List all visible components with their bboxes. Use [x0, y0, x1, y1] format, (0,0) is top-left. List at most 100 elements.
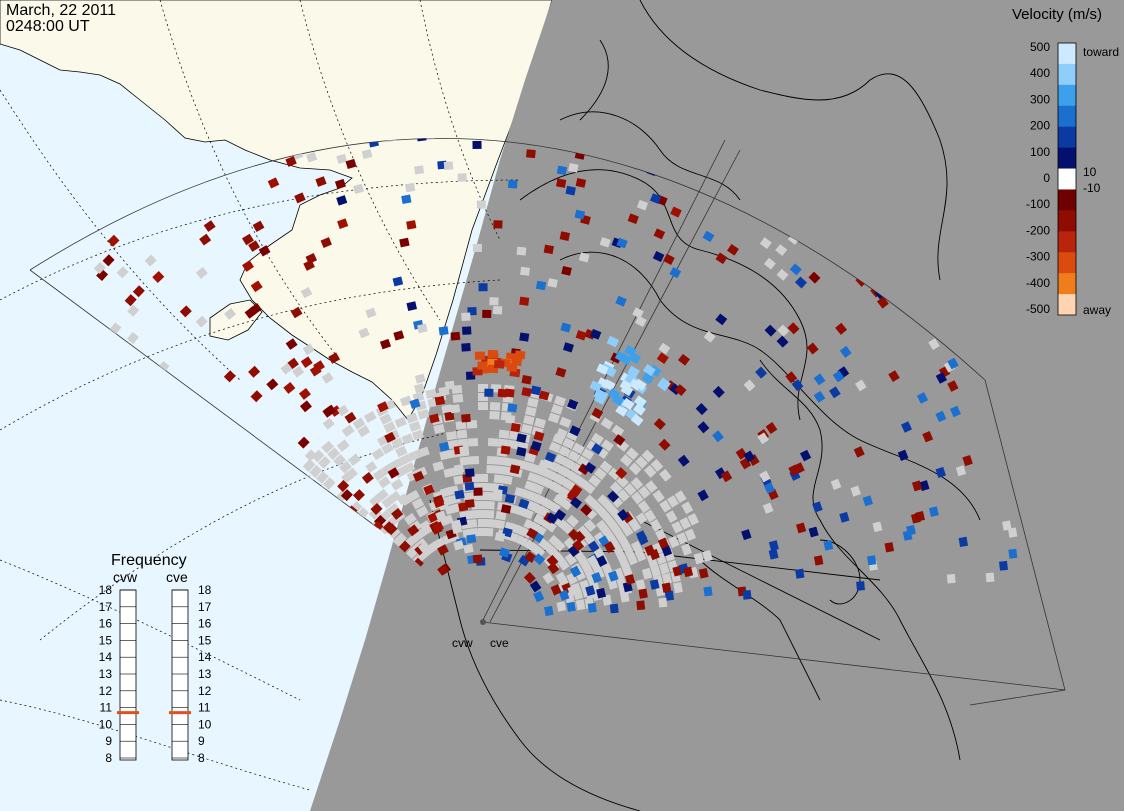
velocity-cell — [523, 415, 535, 426]
velocity-cell — [591, 407, 604, 419]
velocity-cell — [499, 547, 511, 558]
velocity-cell — [609, 603, 619, 614]
velocity-cell — [466, 534, 477, 544]
velocity-cell — [621, 524, 634, 537]
frequency-tick-label: 16 — [99, 617, 113, 631]
velocity-cell — [610, 508, 623, 522]
velocity-cell — [478, 384, 488, 392]
velocity-cell — [280, 362, 293, 375]
colorbar-tick-label: 100 — [1030, 145, 1050, 159]
velocity-cell — [576, 455, 590, 468]
velocity-cell — [336, 195, 348, 206]
velocity-cell — [916, 392, 929, 404]
velocity-cell — [596, 587, 607, 599]
velocity-cell — [298, 387, 311, 400]
velocity-cell — [514, 487, 527, 498]
velocity-cell — [195, 266, 208, 279]
velocity-cell — [888, 370, 900, 383]
velocity-cell — [587, 540, 600, 553]
velocity-cell — [443, 161, 454, 171]
velocity-cell — [391, 508, 404, 520]
velocity-cell — [962, 455, 973, 467]
velocity-cell — [629, 378, 642, 391]
velocity-cell — [472, 243, 482, 253]
velocity-cell — [556, 428, 568, 439]
radar-sites: cvw cve — [452, 619, 509, 650]
velocity-cell — [544, 605, 554, 617]
velocity-cell — [478, 402, 488, 410]
frequency-radar-label: cve — [166, 569, 188, 585]
velocity-cell — [492, 306, 503, 315]
velocity-cell — [486, 464, 497, 474]
velocity-cell — [795, 522, 807, 534]
velocity-cell — [507, 403, 518, 413]
velocity-cell — [457, 438, 469, 448]
velocity-cell — [477, 361, 488, 370]
velocity-cell — [500, 445, 511, 455]
velocity-cell — [524, 452, 537, 463]
velocity-cell — [555, 367, 567, 378]
velocity-cell — [829, 386, 841, 399]
velocity-cell — [127, 304, 140, 317]
colorbar-tick-label: -100 — [1026, 197, 1050, 211]
velocity-cell — [762, 502, 774, 514]
velocity-cell — [439, 450, 451, 461]
velocity-cell — [309, 364, 322, 377]
velocity-cell — [785, 371, 798, 384]
velocity-cell — [564, 552, 577, 566]
velocity-cell — [433, 423, 445, 434]
velocity-cell — [316, 471, 329, 484]
velocity-cell — [853, 446, 865, 458]
velocity-colorbar: Velocity (m/s) toward away 10 -10 500 400… — [1012, 6, 1119, 317]
velocity-cell — [285, 338, 298, 350]
velocity-cell — [661, 582, 672, 593]
velocity-cell — [381, 442, 394, 455]
velocity-cell — [526, 527, 539, 540]
velocity-cell — [459, 456, 471, 466]
velocity-cell — [535, 280, 547, 291]
velocity-cell — [613, 434, 626, 446]
velocity-cell — [472, 554, 483, 564]
colorbar-tick-label: -300 — [1026, 250, 1050, 264]
velocity-cell — [599, 237, 611, 248]
velocity-cell — [577, 555, 590, 568]
velocity-cell — [658, 597, 668, 608]
velocity-cell — [597, 494, 610, 508]
neg-threshold-label: -10 — [1083, 181, 1101, 195]
colorbar-swatch — [1058, 210, 1076, 232]
velocity-cell — [494, 360, 505, 369]
velocity-cell — [533, 431, 545, 442]
velocity-cell — [378, 476, 391, 489]
velocity-cell — [521, 423, 533, 434]
velocity-cell — [417, 409, 430, 420]
velocity-cell — [928, 506, 939, 517]
velocity-cell — [452, 393, 464, 403]
velocity-cell — [383, 421, 396, 433]
velocity-cell — [839, 345, 852, 358]
velocity-cell — [584, 494, 597, 508]
velocity-cell — [574, 209, 586, 220]
velocity-cell — [638, 485, 651, 499]
frequency-tick-label: 13 — [198, 667, 212, 681]
velocity-cell — [616, 475, 629, 488]
velocity-cell — [759, 470, 771, 483]
velocity-cell — [379, 413, 393, 425]
velocity-cell — [578, 463, 590, 476]
velocity-cell — [538, 459, 550, 471]
velocity-cell — [526, 149, 536, 159]
velocity-cell — [411, 497, 425, 510]
velocity-cell — [635, 315, 647, 327]
velocity-cell — [493, 220, 503, 229]
velocity-cell — [533, 590, 545, 603]
velocity-cell — [910, 512, 921, 524]
velocity-cell — [636, 199, 649, 211]
velocity-cell — [357, 425, 371, 438]
velocity-cell — [806, 342, 819, 355]
velocity-cell — [473, 487, 483, 496]
velocity-cell — [515, 535, 529, 547]
velocity-cell — [946, 573, 956, 584]
velocity-cell — [650, 565, 661, 578]
velocity-cell — [693, 552, 705, 565]
velocity-cell — [616, 237, 628, 249]
velocity-cell — [464, 468, 475, 478]
